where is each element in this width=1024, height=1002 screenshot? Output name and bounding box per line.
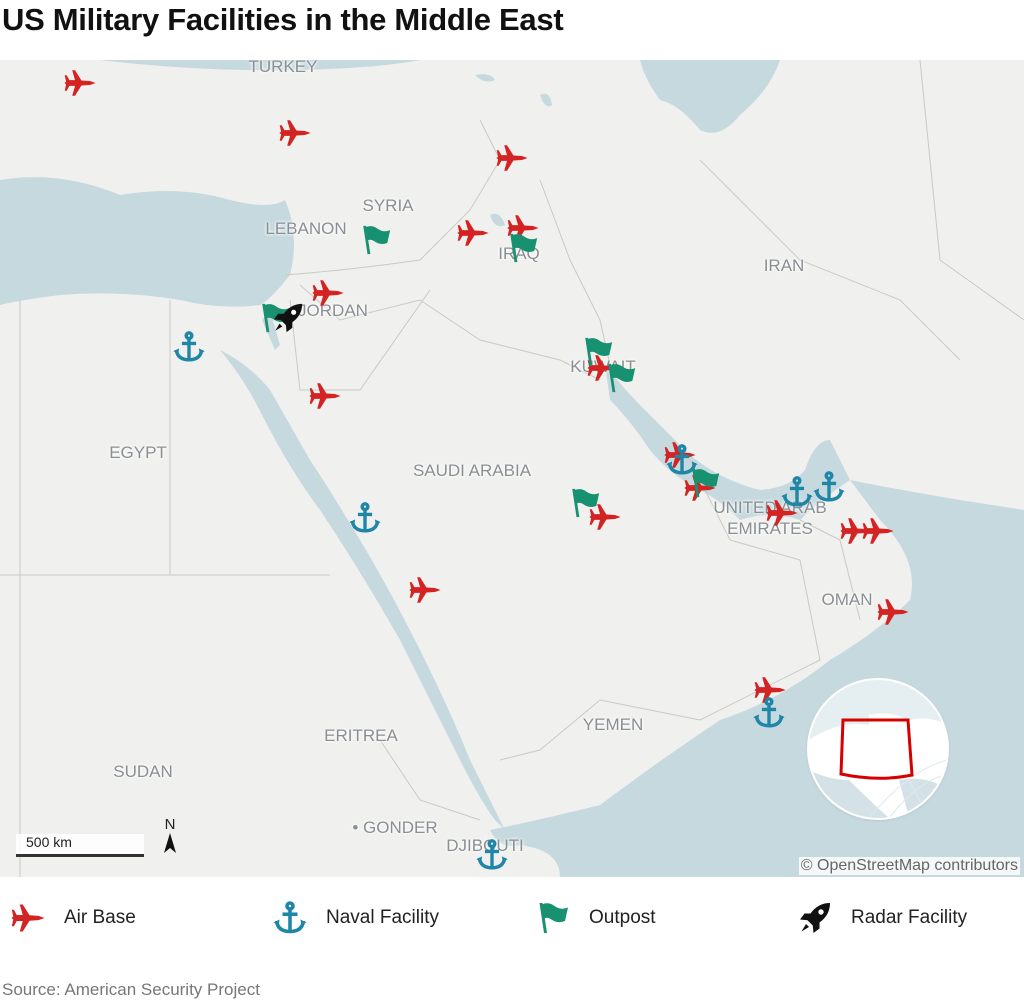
flag-icon[interactable]	[604, 361, 638, 395]
flag-icon	[535, 900, 571, 936]
air-base-icon[interactable]	[408, 573, 442, 607]
north-arrow: N	[160, 816, 180, 857]
air-base-icon[interactable]	[861, 514, 895, 548]
source-note: Source: American Security Project	[2, 980, 260, 999]
label-jordan: JORDAN	[298, 301, 368, 320]
label-oman: OMAN	[821, 590, 873, 609]
label-lebanon: LEBANON	[265, 219, 347, 238]
anchor-icon	[272, 900, 308, 936]
map[interactable]: TURKEY SYRIA LEBANON IRAQ IRAN JORDAN KU…	[0, 60, 1024, 877]
label-djibouti: DJIBOUTI	[446, 836, 524, 855]
flag-icon[interactable]	[688, 466, 722, 500]
flag-icon[interactable]	[568, 486, 602, 520]
inset-globe	[809, 680, 947, 818]
air-base-icon[interactable]	[63, 66, 97, 100]
legend-item-radar: Radar Facility	[797, 900, 967, 936]
legend-item-air-base: Air Base	[10, 900, 136, 936]
legend: Air Base Naval Facility Outpost Radar Fa…	[0, 900, 1024, 940]
legend-label: Radar Facility	[851, 907, 968, 928]
air-base-icon[interactable]	[456, 216, 490, 250]
label-iran: IRAN	[763, 256, 805, 275]
anchor-icon[interactable]	[812, 470, 846, 504]
label-uae-line2: EMIRATES	[727, 519, 813, 538]
anchor-icon[interactable]	[780, 475, 814, 509]
air-base-icon[interactable]	[311, 276, 345, 310]
rocket-icon	[797, 900, 833, 936]
air-base-icon[interactable]	[308, 379, 342, 413]
legend-label: Outpost	[589, 907, 656, 928]
gonder-text: GONDER	[363, 818, 438, 837]
flag-icon[interactable]	[506, 231, 540, 265]
anchor-icon[interactable]	[348, 501, 382, 535]
north-label: N	[164, 816, 176, 833]
label-saudi-arabia: SAUDI ARABIA	[412, 461, 532, 480]
legend-item-outpost: Outpost	[535, 900, 656, 936]
anchor-icon[interactable]	[475, 838, 509, 872]
air-base-icon[interactable]	[495, 141, 529, 175]
globe-icon	[809, 680, 947, 818]
page-title: US Military Facilities in the Middle Eas…	[2, 2, 564, 37]
flag-icon[interactable]	[359, 223, 393, 257]
label-gonder: • GONDER	[352, 818, 438, 837]
air-base-icon	[10, 900, 46, 936]
scale-bar: 500 km	[16, 834, 144, 857]
legend-item-naval: Naval Facility	[272, 900, 439, 936]
label-turkey: TURKEY	[248, 60, 318, 76]
label-eritrea: ERITREA	[324, 726, 398, 745]
map-attribution[interactable]: © OpenStreetMap contributors	[798, 857, 1020, 875]
label-syria: SYRIA	[362, 196, 414, 215]
rocket-icon[interactable]	[271, 301, 305, 335]
label-yemen: YEMEN	[582, 715, 644, 734]
legend-label: Air Base	[64, 907, 136, 928]
air-base-icon[interactable]	[876, 595, 910, 629]
anchor-icon[interactable]	[752, 696, 786, 730]
label-sudan: SUDAN	[113, 762, 173, 781]
label-egypt: EGYPT	[109, 443, 167, 462]
north-arrow-icon	[164, 833, 176, 853]
anchor-icon[interactable]	[172, 330, 206, 364]
legend-label: Naval Facility	[326, 907, 439, 928]
air-base-icon[interactable]	[278, 116, 312, 150]
